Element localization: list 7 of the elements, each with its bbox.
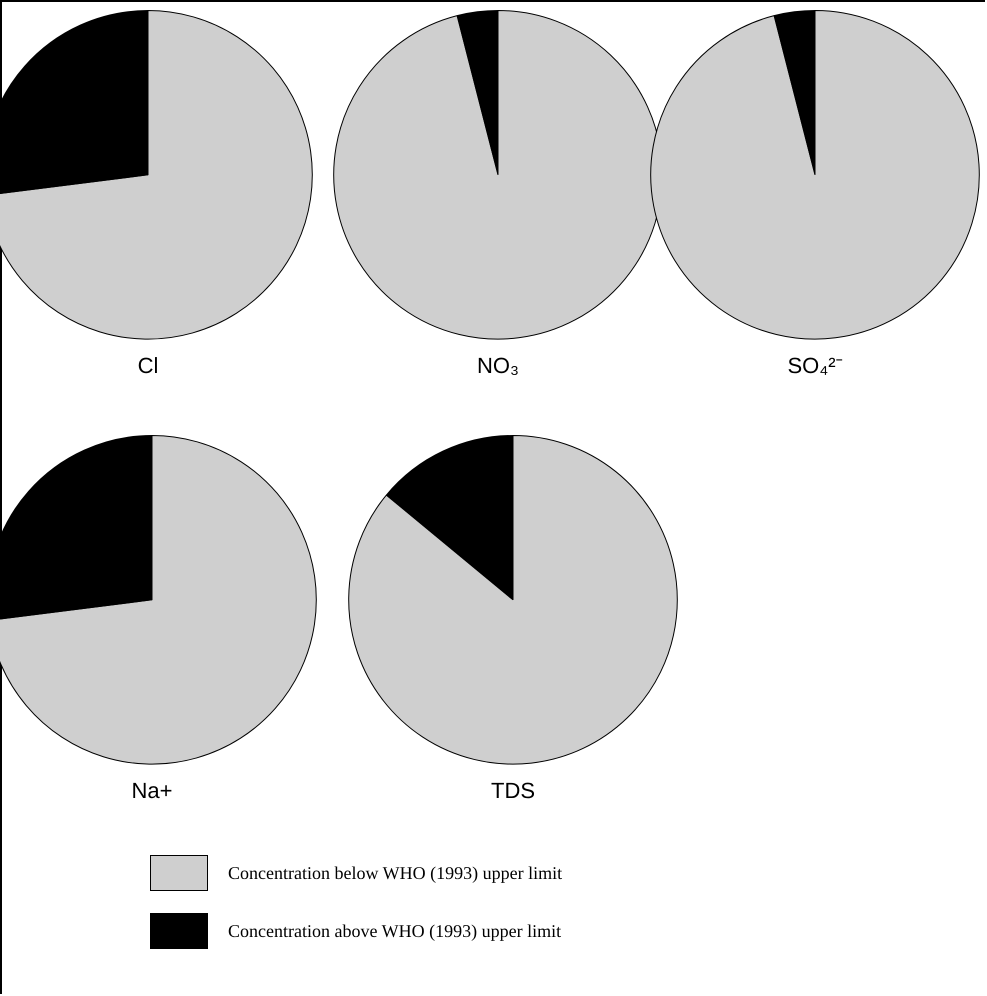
text: SO₄²⁻	[787, 352, 843, 378]
text: NO₃	[477, 352, 519, 378]
legend-label: Concentration below WHO (1993) upper limit	[228, 862, 562, 884]
text: Cl	[138, 352, 158, 378]
text: TDS	[491, 778, 535, 803]
text: Na+	[132, 778, 172, 803]
legend-label: Concentration above WHO (1993) upper limit	[228, 920, 562, 942]
